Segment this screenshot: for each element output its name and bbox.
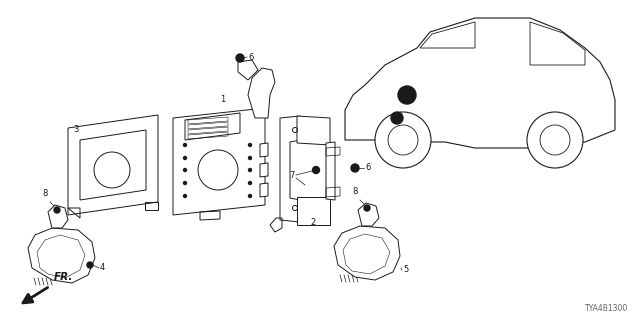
Circle shape — [527, 112, 583, 168]
Polygon shape — [260, 163, 268, 177]
Text: 6: 6 — [248, 52, 253, 61]
Polygon shape — [334, 226, 400, 280]
Text: 6: 6 — [365, 164, 371, 172]
Text: 4: 4 — [100, 263, 105, 273]
Text: 2: 2 — [310, 218, 316, 227]
Text: 3: 3 — [73, 125, 78, 134]
Circle shape — [184, 156, 186, 159]
Circle shape — [351, 164, 359, 172]
Polygon shape — [358, 203, 379, 226]
Circle shape — [398, 86, 416, 104]
Circle shape — [184, 143, 186, 147]
Polygon shape — [260, 183, 268, 197]
Text: 5: 5 — [403, 266, 408, 275]
Circle shape — [54, 207, 60, 213]
Polygon shape — [345, 18, 615, 148]
Text: 1: 1 — [220, 95, 225, 104]
Polygon shape — [248, 68, 275, 118]
Polygon shape — [238, 60, 258, 80]
Circle shape — [364, 205, 370, 211]
Circle shape — [248, 181, 252, 185]
Circle shape — [248, 143, 252, 147]
Polygon shape — [297, 197, 330, 225]
Polygon shape — [297, 116, 330, 145]
Circle shape — [236, 54, 244, 62]
Polygon shape — [173, 108, 265, 215]
Circle shape — [312, 166, 319, 173]
Circle shape — [375, 112, 431, 168]
Circle shape — [248, 169, 252, 172]
Polygon shape — [260, 143, 268, 157]
Text: TYA4B1300: TYA4B1300 — [585, 304, 628, 313]
Polygon shape — [28, 228, 95, 283]
Circle shape — [391, 112, 403, 124]
Text: 8: 8 — [42, 189, 48, 198]
Text: FR.: FR. — [54, 272, 74, 282]
Circle shape — [184, 195, 186, 197]
Text: 8: 8 — [352, 187, 358, 196]
Polygon shape — [280, 116, 300, 222]
Circle shape — [184, 169, 186, 172]
Circle shape — [248, 195, 252, 197]
Circle shape — [184, 181, 186, 185]
Text: 7: 7 — [290, 171, 295, 180]
Circle shape — [248, 156, 252, 159]
Polygon shape — [48, 205, 68, 228]
Circle shape — [87, 262, 93, 268]
Polygon shape — [68, 115, 158, 215]
Polygon shape — [326, 142, 335, 200]
Polygon shape — [185, 113, 240, 140]
